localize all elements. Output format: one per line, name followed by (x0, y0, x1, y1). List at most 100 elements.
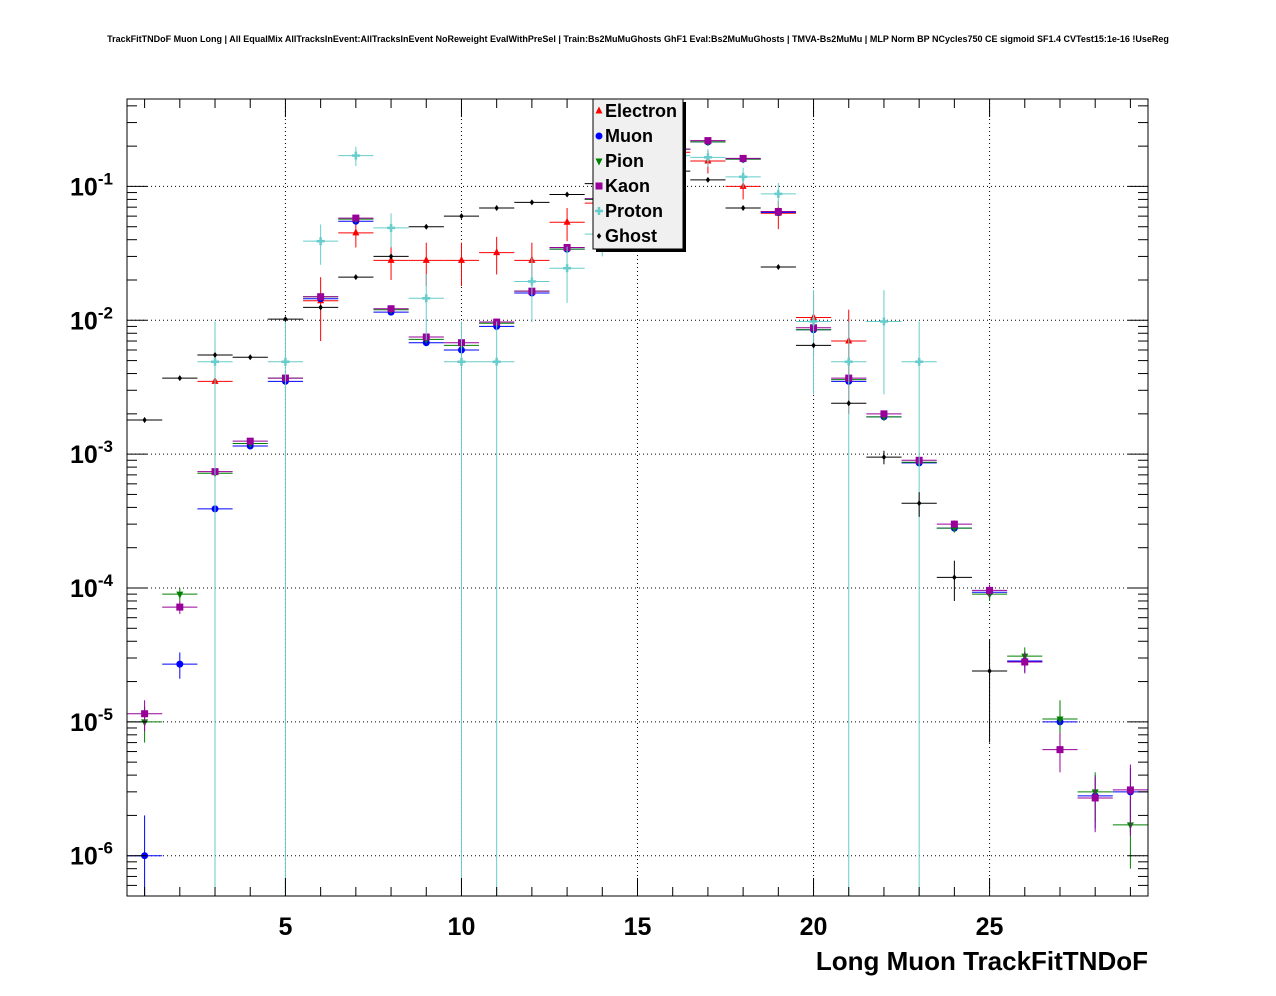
x-axis-title: Long Muon TrackFitTNDoF (816, 946, 1148, 976)
data-point (408, 223, 444, 230)
data-point (197, 321, 233, 896)
series-muon (127, 138, 1148, 896)
legend-marker (595, 182, 603, 190)
data-point (338, 146, 374, 167)
legend-label: Electron (605, 101, 677, 121)
data-marker (211, 357, 220, 366)
data-point (162, 600, 198, 614)
data-point (303, 293, 339, 301)
legend-label: Kaon (605, 176, 650, 196)
data-marker (776, 264, 781, 271)
legend-marker (595, 106, 603, 114)
legend-label: Proton (605, 201, 663, 221)
legend-entry: Ghost (596, 226, 657, 246)
data-marker (563, 217, 571, 225)
data-point (936, 560, 972, 601)
data-point (267, 321, 304, 896)
data-marker (352, 228, 360, 236)
data-point (690, 176, 726, 183)
data-point (866, 290, 902, 395)
data-point (866, 410, 902, 418)
data-point (479, 236, 515, 275)
data-marker (318, 304, 323, 311)
data-marker (176, 660, 184, 668)
data-point (162, 652, 198, 679)
legend-label: Pion (605, 151, 644, 171)
data-marker (459, 213, 464, 220)
axis-label-layer: 5 10 15 20 25 10-6 10-5 10-4 10-3 10-2 10-1 (70, 169, 1004, 941)
legend-marker (595, 207, 603, 215)
data-point (549, 191, 585, 198)
data-marker (705, 176, 711, 183)
legend-marker (595, 158, 603, 166)
data-point (725, 205, 761, 212)
data-marker (563, 264, 572, 273)
data-marker (353, 274, 359, 281)
x-tick-label: 20 (800, 913, 828, 941)
data-point (725, 167, 761, 188)
data-marker (283, 316, 288, 323)
data-marker (1126, 786, 1134, 794)
legend-entry: Proton (595, 201, 663, 221)
data-marker (248, 354, 253, 361)
data-marker (387, 223, 396, 232)
data-marker (177, 375, 183, 382)
legend-marker (595, 132, 603, 140)
legend: Electron Muon Pion Kaon Proton Ghost (592, 98, 686, 252)
data-marker (739, 172, 748, 181)
data-marker (739, 154, 747, 162)
data-marker (317, 293, 325, 301)
data-point (232, 437, 268, 445)
data-marker (493, 248, 501, 256)
data-point (338, 274, 374, 281)
data-marker (846, 400, 851, 407)
data-marker (529, 199, 535, 206)
data-marker (1056, 746, 1064, 754)
legend-entry: Muon (595, 126, 653, 146)
legend-box (592, 98, 684, 250)
y-tick-label: 10-1 (70, 169, 113, 201)
data-marker (351, 151, 360, 160)
data-marker (879, 317, 888, 326)
data-marker (422, 255, 430, 263)
data-marker (811, 342, 816, 349)
data-marker (212, 352, 218, 359)
data-marker (950, 520, 958, 528)
chart-title: TrackFitTNDoF Muon Long | All EqualMix A… (107, 34, 1169, 44)
data-point (479, 321, 515, 896)
data-point (795, 290, 832, 395)
legend-entry: Kaon (595, 176, 650, 196)
data-marker (142, 416, 147, 423)
data-point (373, 213, 409, 248)
y-tick-label: 10-6 (70, 839, 113, 871)
data-point (1042, 733, 1078, 773)
series-ghost (127, 168, 1008, 743)
data-point (162, 375, 198, 382)
data-marker (880, 410, 888, 418)
data-marker (424, 223, 429, 230)
data-marker (492, 357, 501, 366)
data-point (303, 304, 339, 311)
y-tick-label: 10-2 (70, 303, 113, 335)
data-point (303, 224, 339, 265)
data-point (760, 183, 796, 208)
data-marker (246, 437, 254, 445)
data-marker (881, 454, 887, 461)
data-marker (352, 214, 360, 222)
data-point (549, 208, 585, 242)
data-point (197, 352, 233, 359)
data-point (162, 587, 198, 601)
data-marker (387, 255, 395, 263)
data-point (760, 264, 796, 271)
data-point (514, 199, 550, 206)
data-point (338, 221, 374, 248)
y-tick-label: 10-4 (70, 571, 113, 603)
data-point (1077, 776, 1113, 833)
x-tick-label: 15 (624, 913, 652, 941)
legend-label: Ghost (605, 226, 657, 246)
data-point (901, 492, 937, 517)
data-point (443, 242, 480, 287)
data-point (690, 137, 726, 145)
legend-marker (596, 233, 602, 239)
